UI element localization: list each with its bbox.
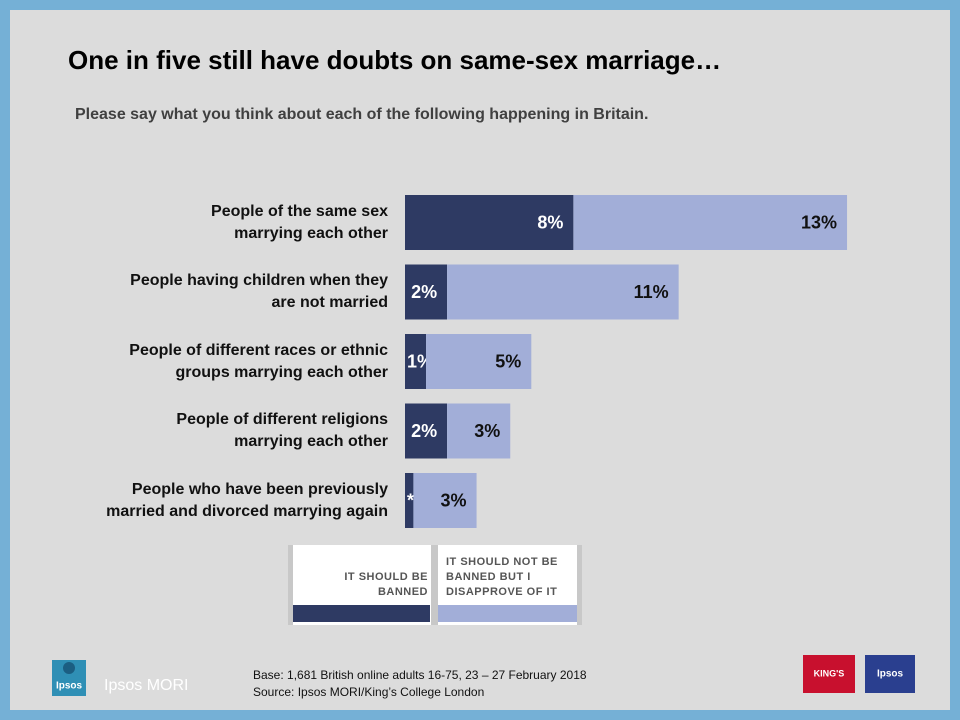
- legend-divider: [577, 545, 582, 625]
- legend-label: IT SHOULD NOT BE BANNED BUT I DISAPPROVE…: [446, 556, 558, 598]
- category-label: People who have been previously married …: [106, 480, 388, 520]
- logo-ipsos-mori: [865, 655, 915, 693]
- data-label: 3%: [441, 490, 467, 510]
- bar-segment: [573, 195, 848, 250]
- legend-divider: [288, 545, 293, 625]
- category-label: People of different religions marrying e…: [176, 411, 388, 450]
- bar-segment: [405, 473, 414, 528]
- legend-swatch: [293, 605, 430, 622]
- bar-segment: [405, 403, 448, 459]
- logo-mark: [63, 662, 75, 674]
- logo-text: Ipsos: [56, 681, 83, 692]
- category-label: People of the same sex marrying each oth…: [211, 202, 388, 242]
- data-label: 8%: [537, 212, 563, 232]
- footnote: Base: 1,681 British online adults 16-75,…: [253, 668, 587, 682]
- logo-kings: [803, 655, 855, 693]
- data-label: 3%: [474, 421, 500, 441]
- bar-segment: [447, 403, 511, 459]
- chart-subtitle: Please say what you think about each of …: [75, 106, 648, 123]
- logo-text: KING'S: [814, 668, 845, 678]
- bar-segment: [405, 195, 574, 250]
- bar-segment: [426, 334, 532, 389]
- brand-text: Ipsos MORI: [104, 677, 188, 694]
- chart-title: One in five still have doubts on same-se…: [68, 45, 721, 75]
- legend-divider: [431, 545, 438, 625]
- legend-swatch: [438, 605, 577, 622]
- legend-label: IT SHOULD BE BANNED: [344, 571, 428, 598]
- data-label: *: [407, 490, 414, 510]
- data-label: 2%: [411, 282, 437, 302]
- bar-segment: [405, 334, 427, 389]
- bar-segment: [447, 264, 679, 320]
- category-label: People of different races or ethnic grou…: [129, 341, 388, 381]
- category-label: People having children when they are not…: [130, 272, 388, 311]
- data-label: 11%: [634, 282, 669, 302]
- bar-segment: [405, 264, 448, 320]
- data-label: 5%: [495, 351, 521, 371]
- bar-segment: [413, 473, 477, 528]
- footnote: Source: Ipsos MORI/King’s College London: [253, 685, 485, 699]
- logo-text: Ipsos: [877, 669, 904, 680]
- data-label: 2%: [411, 421, 437, 441]
- data-label: 13%: [801, 212, 837, 232]
